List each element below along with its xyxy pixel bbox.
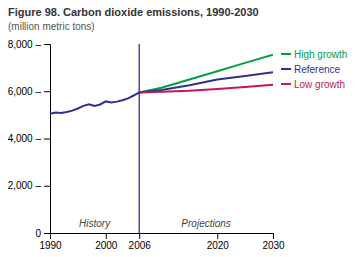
x-tick-label: 2006	[129, 240, 152, 251]
y-tick-label: 0	[35, 228, 41, 239]
marks	[50, 44, 273, 233]
x-tick: 2030	[262, 233, 285, 251]
x-axis: 1990 2000 2006 2020 2030	[39, 233, 285, 251]
legend-swatch	[281, 68, 291, 70]
series-line	[139, 55, 273, 93]
x-tick: 1990	[39, 233, 62, 251]
legend-entry: Reference	[281, 64, 341, 75]
x-tick: 2006	[129, 233, 152, 251]
y-tick-mark	[44, 139, 50, 140]
y-tick-mark	[44, 91, 50, 92]
legend-entry: Low growth	[281, 79, 345, 90]
y-axis: 0 2,000 – 4,000 – 6,000 – 8,000 –	[8, 39, 51, 239]
title: Figure 98. Carbon dioxide emissions, 199…	[8, 6, 259, 18]
x-tick-mark	[139, 233, 140, 239]
legend-swatch	[281, 53, 291, 55]
y-tick: 0	[35, 228, 50, 239]
x-tick: 2000	[95, 233, 118, 251]
x-tick-label: 2000	[95, 240, 118, 251]
vertical-line	[139, 44, 140, 233]
plot: 1990 2000 2006 2020 2030 0 2,000 – 4,000 – 6,000…	[8, 39, 285, 251]
series-line	[139, 72, 273, 92]
subtitle: (million metric tons)	[8, 21, 95, 32]
x-tick-mark	[106, 233, 107, 239]
x-tick-mark	[273, 233, 274, 239]
annotation: Projections	[181, 218, 230, 229]
y-tick-label: 2,000 –	[8, 180, 42, 191]
chart: Figure 98. Carbon dioxide emissions, 199…	[0, 0, 355, 257]
y-tick: 6,000 –	[8, 86, 50, 97]
y-tick-mark	[44, 233, 50, 234]
x-tick: 2020	[207, 233, 230, 251]
series-line	[50, 92, 139, 113]
series-line	[139, 85, 273, 93]
legend-label: Reference	[294, 64, 341, 75]
legend-swatch	[281, 83, 291, 85]
x-tick-mark	[217, 233, 218, 239]
legend-label: Low growth	[294, 79, 345, 90]
y-axis-line	[44, 45, 51, 234]
y-tick-label: 8,000 –	[8, 39, 42, 50]
y-tick-mark	[44, 44, 50, 45]
legend-label: High growth	[294, 49, 347, 60]
y-tick-mark	[44, 186, 50, 187]
y-tick-label: 6,000 –	[8, 86, 42, 97]
legend-entry: High growth	[281, 49, 347, 60]
x-axis-line	[51, 234, 274, 240]
annotation: History	[79, 218, 111, 229]
y-tick: 4,000 –	[8, 133, 50, 144]
x-tick-label: 2030	[262, 240, 285, 251]
y-tick-label: 4,000 –	[8, 133, 42, 144]
x-tick-label: 2020	[207, 240, 230, 251]
legend: High growth Reference Low growth	[281, 49, 347, 90]
y-tick: 8,000 –	[8, 39, 50, 50]
y-tick: 2,000 –	[8, 180, 50, 191]
x-tick-label: 1990	[39, 240, 62, 251]
